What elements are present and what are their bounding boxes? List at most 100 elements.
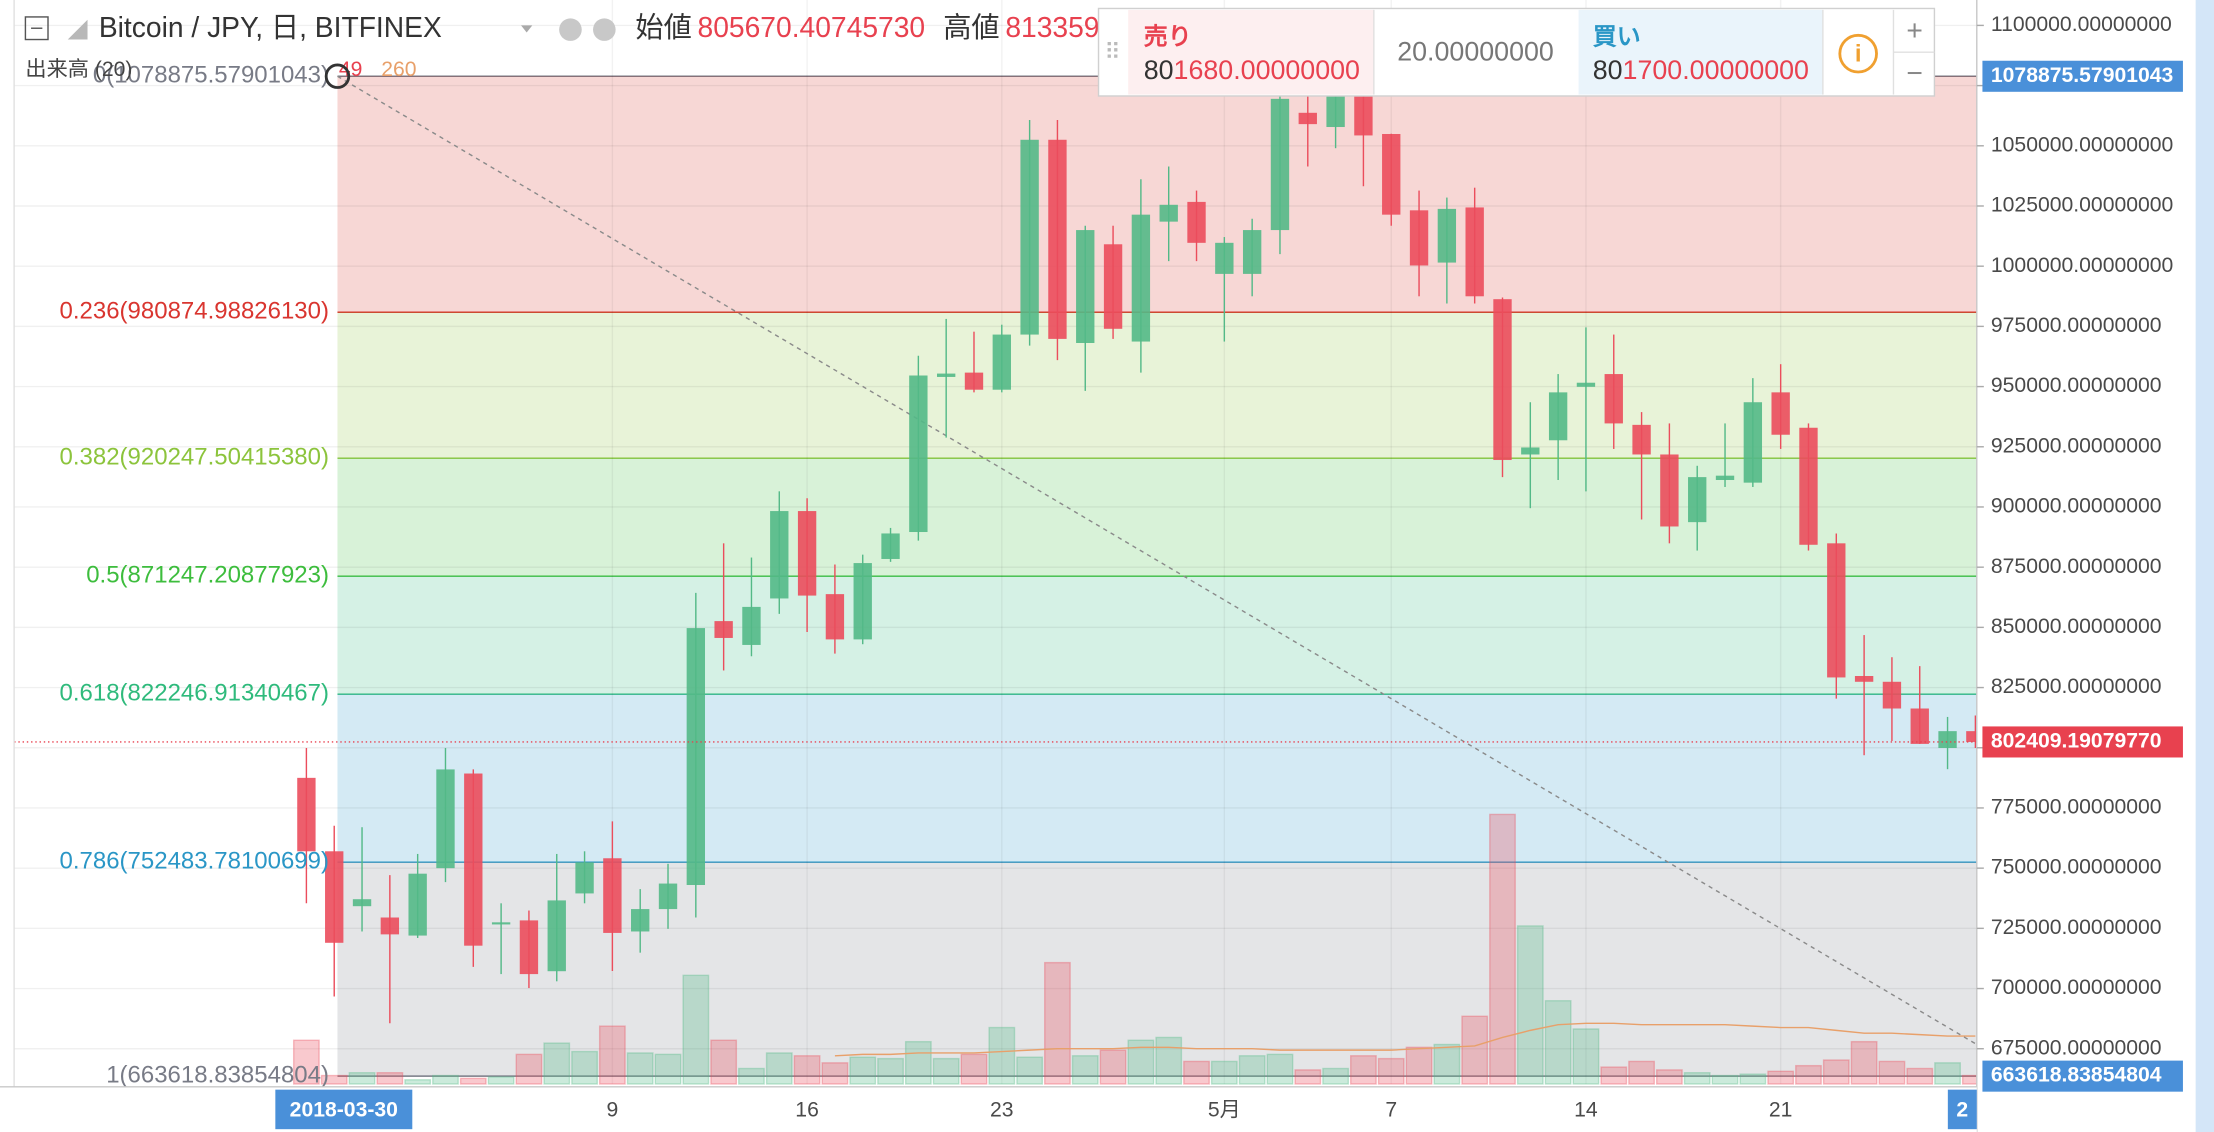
candle-body bbox=[1048, 139, 1067, 339]
symbol-title: Bitcoin / JPY, 日, BITFINEX bbox=[99, 11, 442, 43]
volume-bar bbox=[1683, 1072, 1711, 1085]
volume-bar bbox=[598, 1025, 626, 1085]
price-label-box bbox=[1982, 726, 2183, 758]
volume-bar bbox=[571, 1050, 598, 1085]
volume-bar bbox=[654, 1053, 682, 1085]
info-button[interactable] bbox=[1838, 33, 1878, 74]
volume-bar bbox=[404, 1079, 432, 1085]
y-tick-label: 900000.00000000 bbox=[1991, 495, 2162, 518]
candle-body bbox=[881, 533, 900, 559]
x-tick-label: 2 bbox=[1956, 1098, 1968, 1121]
candle-body bbox=[1771, 392, 1790, 435]
high-value: 813359 bbox=[1005, 11, 1099, 43]
y-tick-label: 725000.00000000 bbox=[1991, 916, 2162, 939]
fib-label: 0.236(980874.98826130) bbox=[60, 298, 329, 325]
volume-bar bbox=[1099, 1049, 1127, 1085]
volume-ma-line bbox=[834, 1022, 1976, 1057]
sell-price: 801680.00000000 bbox=[1144, 55, 1360, 85]
candle-body bbox=[1270, 98, 1290, 231]
drag-handle[interactable]: ⠿ bbox=[1104, 40, 1121, 65]
gear-icon[interactable] bbox=[593, 18, 616, 41]
sell-price-main: 1680.00000000 bbox=[1174, 55, 1360, 85]
x-label-box bbox=[1947, 1089, 1977, 1130]
candle-body bbox=[1076, 230, 1095, 343]
candle-body bbox=[1938, 731, 1957, 748]
volume-bar bbox=[292, 1039, 320, 1085]
volume-bar bbox=[710, 1039, 738, 1085]
volume-bar bbox=[432, 1074, 459, 1085]
candle-body bbox=[686, 628, 706, 886]
volume-bar bbox=[988, 1026, 1016, 1085]
price-label-box bbox=[1982, 60, 2183, 92]
open-label: 始値 bbox=[635, 11, 691, 43]
volume-bar bbox=[1850, 1040, 1878, 1085]
y-tick-label: 1050000.00000000 bbox=[1991, 133, 2173, 156]
candle-body bbox=[714, 621, 733, 638]
volume-bar bbox=[1739, 1073, 1767, 1085]
volume-bar bbox=[1934, 1062, 1961, 1085]
fib-label: 0.786(752483.78100699) bbox=[60, 848, 329, 875]
volume-bar bbox=[1767, 1070, 1795, 1085]
volume-bar bbox=[1377, 1057, 1405, 1085]
info-icon: i bbox=[1855, 40, 1862, 67]
candle-body bbox=[1493, 299, 1512, 461]
eye-icon[interactable] bbox=[559, 18, 582, 41]
volume-bar bbox=[543, 1042, 571, 1085]
candle-body bbox=[1910, 708, 1929, 744]
candle-body bbox=[853, 563, 872, 640]
y-tick-label: 1000000.00000000 bbox=[1991, 254, 2173, 277]
sell-button[interactable] bbox=[1128, 9, 1374, 95]
candle-body bbox=[325, 851, 344, 943]
volume-bar bbox=[1544, 1000, 1572, 1085]
x-tick-label: 14 bbox=[1574, 1098, 1598, 1121]
candle-body bbox=[936, 373, 956, 377]
candle-body bbox=[770, 511, 789, 599]
x-tick-label: 16 bbox=[795, 1098, 819, 1121]
candle-body bbox=[575, 862, 594, 894]
plus-button[interactable]: + bbox=[1906, 14, 1922, 46]
volume-bar bbox=[877, 1057, 904, 1085]
minus-button[interactable]: − bbox=[1906, 56, 1922, 88]
candle-body bbox=[1799, 427, 1818, 545]
candle-body bbox=[1354, 95, 1373, 136]
volume-bar bbox=[1711, 1074, 1739, 1085]
candle-body bbox=[631, 909, 650, 932]
fib-label: 0(1078875.57901043) bbox=[93, 62, 329, 89]
candle-body bbox=[992, 334, 1011, 390]
sell-price-prefix: 80 bbox=[1144, 55, 1174, 85]
fib-zone bbox=[337, 76, 1977, 313]
volume-bar bbox=[1071, 1055, 1099, 1085]
volume-legend-ma: 260 bbox=[381, 58, 416, 81]
candle-body bbox=[1715, 475, 1735, 481]
candle-body bbox=[1465, 207, 1484, 297]
candle-body bbox=[352, 899, 372, 907]
volume-bar bbox=[1044, 961, 1071, 1085]
volume-bar bbox=[849, 1056, 877, 1085]
candle-body bbox=[297, 777, 316, 852]
candle-body bbox=[547, 900, 566, 972]
candle-body bbox=[964, 372, 984, 390]
x-tick-label: 7 bbox=[1385, 1098, 1397, 1121]
y-tick-label: 1100000.00000000 bbox=[1991, 13, 2172, 36]
y-tick-label: 775000.00000000 bbox=[1991, 796, 2162, 819]
volume-bar bbox=[1516, 925, 1544, 1085]
volume-bar bbox=[765, 1052, 793, 1085]
volume-bar bbox=[320, 1074, 348, 1085]
fib-zones bbox=[337, 75, 1977, 1077]
amount-input[interactable]: 20.00000000 bbox=[1397, 37, 1554, 67]
x-tick-label: 5月 bbox=[1208, 1098, 1241, 1121]
buy-button[interactable] bbox=[1578, 9, 1823, 95]
candle-body bbox=[1437, 208, 1457, 263]
sell-label: 売り bbox=[1144, 23, 1192, 50]
volume-bar bbox=[515, 1053, 543, 1085]
fib-handle[interactable] bbox=[324, 63, 351, 89]
candle-body bbox=[436, 769, 455, 869]
volume-bar bbox=[1210, 1060, 1238, 1085]
x-tick-label: 9 bbox=[606, 1098, 618, 1121]
dropdown-caret[interactable] bbox=[521, 25, 533, 33]
candle-body bbox=[1131, 214, 1151, 342]
flag-icon bbox=[67, 19, 88, 40]
collapse-icon[interactable] bbox=[24, 16, 49, 41]
candle-body bbox=[742, 606, 761, 645]
